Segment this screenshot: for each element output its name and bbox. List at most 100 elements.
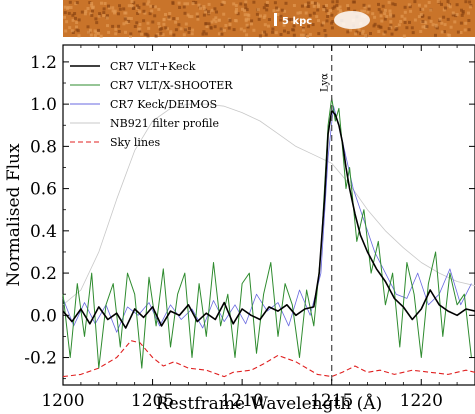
inset-noise-pixel [147,0,151,4]
inset-noise-pixel [419,30,423,33]
inset-noise-pixel [137,6,141,9]
inset-noise-pixel [387,27,391,31]
inset-noise-pixel [199,6,202,10]
y-tick-label: 1.2 [30,53,57,73]
inset-noise-pixel [435,26,439,30]
inset-noise-pixel [389,25,393,29]
inset-noise-pixel [467,19,471,22]
inset-noise-pixel [153,14,157,18]
legend-label: CR7 Keck/DEIMOS [110,98,217,111]
inset-noise-pixel [262,6,266,10]
inset-noise-pixel [298,21,302,25]
inset-noise-pixel [276,7,280,11]
inset-noise-pixel [245,33,249,37]
inset-noise-pixel [291,19,295,23]
inset-noise-pixel [257,17,261,21]
inset-noise-pixel [103,2,107,5]
inset-noise-pixel [97,28,100,32]
inset-noise-pixel [354,32,358,36]
inset-noise-pixel [383,8,387,12]
inset-noise-pixel [243,3,247,6]
inset-noise-pixel [71,31,75,34]
inset-noise-pixel [118,4,121,8]
inset-noise-pixel [379,10,383,14]
inset-noise-pixel [156,33,160,37]
inset-noise-pixel [382,32,386,36]
inset-noise-pixel [239,2,243,6]
inset-noise-pixel [313,1,317,5]
inset-noise-pixel [453,20,457,24]
y-tick-label: 0.2 [30,264,57,284]
inset-noise-pixel [455,13,459,17]
inset-noise-pixel [172,17,176,21]
inset-noise-pixel [245,23,249,27]
inset-noise-pixel [372,24,376,28]
x-tick-label: 1210 [220,391,263,411]
inset-noise-pixel [98,12,102,16]
inset-noise-pixel [331,20,335,23]
inset-noise-pixel [252,28,256,32]
inset-noise-pixel [213,7,217,11]
inset-noise-pixel [312,4,316,8]
inset-noise-pixel [438,17,442,21]
inset-noise-pixel [311,23,315,27]
inset-noise-pixel [151,5,155,9]
inset-noise-pixel [107,4,110,8]
inset-noise-pixel [167,15,171,19]
inset-noise-pixel [424,4,428,8]
inset-noise-pixel [183,2,187,6]
inset-noise-pixel [234,4,238,7]
inset-noise-pixel [443,30,446,34]
inset-noise-pixel [172,33,176,37]
legend: CR7 VLT+Keck CR7 VLT/X-SHOOTER CR7 Keck/DE… [70,60,233,149]
inset-noise-pixel [378,25,382,29]
inset-noise-pixel [327,12,331,15]
inset-noise-pixel [96,31,100,35]
inset-noise-pixel [272,9,276,13]
inset-noise-pixel [210,20,214,24]
inset-noise-pixel [377,2,380,6]
inset-noise-pixel [306,34,309,38]
inset-noise-pixel [304,33,308,37]
inset-noise-pixel [346,4,350,8]
inset-noise-pixel [90,13,94,17]
inset-noise-pixel [335,0,339,4]
legend-label: CR7 VLT+Keck [110,60,196,73]
inset-noise-pixel [124,11,128,15]
inset-noise-pixel [111,9,115,13]
inset-noise-pixel [142,9,146,13]
inset-noise-pixel [236,12,240,16]
inset-noise-pixel [271,27,275,31]
inset-noise-pixel [133,25,137,28]
inset-noise-pixel [90,4,94,8]
inset-noise-pixel [227,26,231,30]
inset-noise-pixel [467,28,471,32]
inset-noise-pixel [298,11,302,15]
inset-noise-pixel [264,33,268,37]
inset-noise-pixel [338,9,342,12]
inset-noise-pixel [467,11,470,15]
inset-noise-pixel [323,29,327,32]
inset-noise-pixel [114,32,118,36]
inset-noise-pixel [97,14,101,18]
x-tick-label: 1220 [400,391,443,411]
inset-noise-pixel [142,2,146,6]
inset-image: 5 kpc [63,0,475,38]
inset-noise-pixel [174,28,178,32]
y-tick-label: 0.0 [30,306,57,326]
inset-noise-pixel [366,10,370,14]
inset-noise-pixel [459,21,463,25]
inset-noise-pixel [184,28,188,32]
inset-noise-pixel [381,4,385,8]
inset-noise-pixel [64,29,68,33]
inset-noise-pixel [329,9,332,13]
inset-noise-pixel [263,14,267,18]
inset-noise-pixel [247,13,251,17]
inset-noise-pixel [159,31,163,35]
inset-noise-pixel [213,25,217,29]
inset-noise-pixel [169,31,173,35]
inset-noise-pixel [292,4,296,7]
inset-noise-pixel [282,23,286,27]
inset-noise-pixel [137,10,141,14]
inset-noise-pixel [464,21,468,25]
